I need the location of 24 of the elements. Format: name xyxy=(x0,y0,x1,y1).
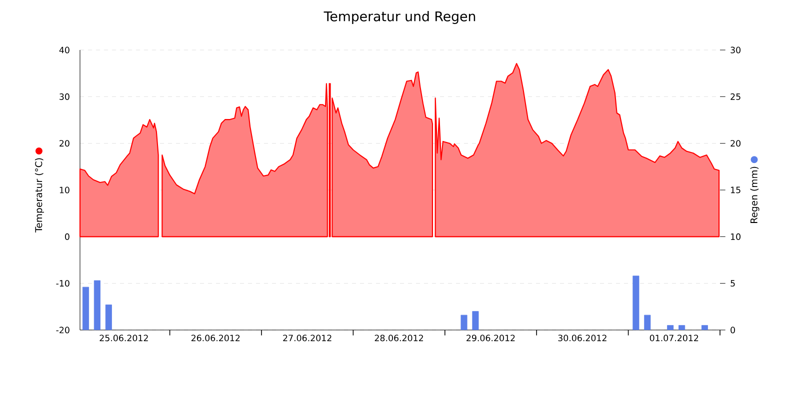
y2-tick-label: 25 xyxy=(730,93,740,100)
x-tick-label: 29.06.2012 xyxy=(466,334,515,342)
y2-tick-label: 10 xyxy=(730,233,740,240)
x-tick-label: 25.06.2012 xyxy=(100,334,148,342)
x-tick-label: 26.06.2012 xyxy=(191,334,240,342)
x-tick-label: 27.06.2012 xyxy=(283,334,332,342)
y2-tick-label: 30 xyxy=(730,46,740,54)
x-tick-label: 01.07.2012 xyxy=(650,334,698,342)
y2-tick-label: 15 xyxy=(730,186,740,194)
chart-title: Temperatur und Regen xyxy=(324,11,476,24)
y2-tick-label: 5 xyxy=(730,280,735,287)
y-tick-label: 10 xyxy=(60,186,70,194)
y-tick-label: 20 xyxy=(60,140,70,147)
x-tick-label: 30.06.2012 xyxy=(558,334,606,342)
y-tick-label: -20 xyxy=(56,326,70,334)
y-tick-label: -10 xyxy=(56,280,70,287)
y-tick-label: 30 xyxy=(60,93,70,100)
y2-axis-title: Regen (mm) xyxy=(750,166,760,223)
y2-tick-label: 0 xyxy=(730,326,735,334)
y-tick-label: 40 xyxy=(59,46,70,54)
y-axis-title: Temperatur (°C) xyxy=(34,158,44,232)
y2-tick-label: 20 xyxy=(730,140,740,147)
x-tick-label: 28.06.2012 xyxy=(374,334,423,342)
y-tick-label: 0 xyxy=(65,233,70,240)
